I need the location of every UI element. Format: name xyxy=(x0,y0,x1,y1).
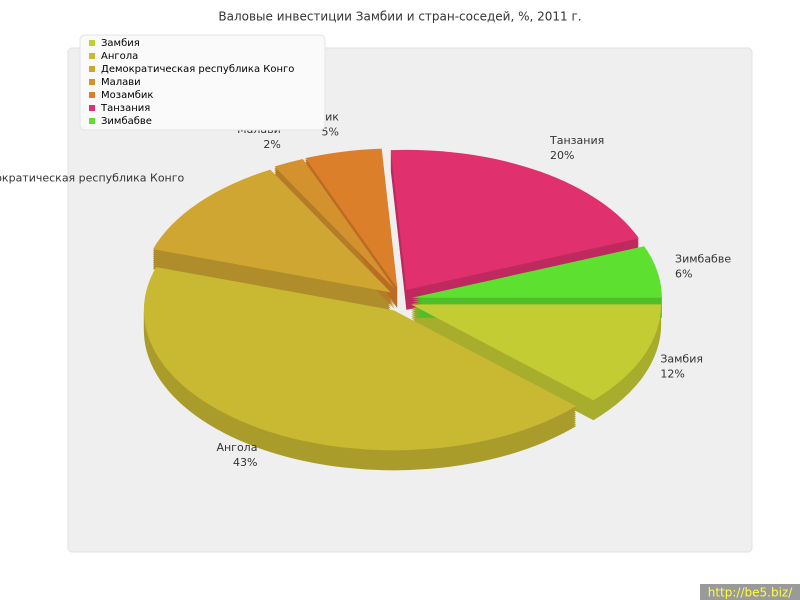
slice-label: Зимбабве xyxy=(675,252,731,265)
slice-label: Замбия xyxy=(660,352,703,365)
legend-label: Танзания xyxy=(100,103,150,114)
legend-swatch xyxy=(89,53,95,59)
slice-value-label: 20% xyxy=(550,149,574,162)
slice xyxy=(152,169,391,293)
legend-label: Мозамбик xyxy=(101,90,153,101)
slice-label: Ангола xyxy=(216,441,257,454)
chart-title: Валовые инвестиции Замбии и стран-соседе… xyxy=(218,10,581,24)
legend xyxy=(79,34,326,131)
slice-value-label: 2% xyxy=(263,138,280,151)
legend-swatch xyxy=(89,66,95,72)
pie: Замбия 12% Ангола 43% Демократическая респуб… xyxy=(0,110,731,471)
legend-swatch xyxy=(89,105,95,111)
legend-label: Ангола xyxy=(101,51,138,62)
slice-value-label: 12% xyxy=(660,367,684,380)
legend-label: Малави xyxy=(101,77,141,88)
watermark-bg xyxy=(700,584,800,600)
slice-label: Танзания xyxy=(549,134,604,147)
slice xyxy=(274,158,395,290)
legend-label: Демократическая республика Конго xyxy=(101,64,294,75)
legend-label: Зимбабве xyxy=(101,116,152,127)
slice-value-label: 6% xyxy=(675,267,692,280)
legend-label: Замбия xyxy=(101,38,140,49)
slice-label: Демократическая республика Конго xyxy=(0,171,185,184)
legend-swatch xyxy=(89,118,95,124)
slice xyxy=(143,267,577,451)
slice-value-label: 5% xyxy=(321,125,338,138)
legend-swatch xyxy=(89,40,95,46)
slice xyxy=(390,149,639,290)
legend-swatch xyxy=(89,92,95,98)
watermark: http://be5.biz/ xyxy=(708,586,793,600)
slice xyxy=(411,304,662,401)
slice xyxy=(411,246,662,298)
legend-swatch xyxy=(89,79,95,85)
slice xyxy=(305,148,398,289)
slice-value-label: 43% xyxy=(233,456,257,469)
legend-items: Замбия Ангола Демократическая республика К… xyxy=(89,38,294,127)
